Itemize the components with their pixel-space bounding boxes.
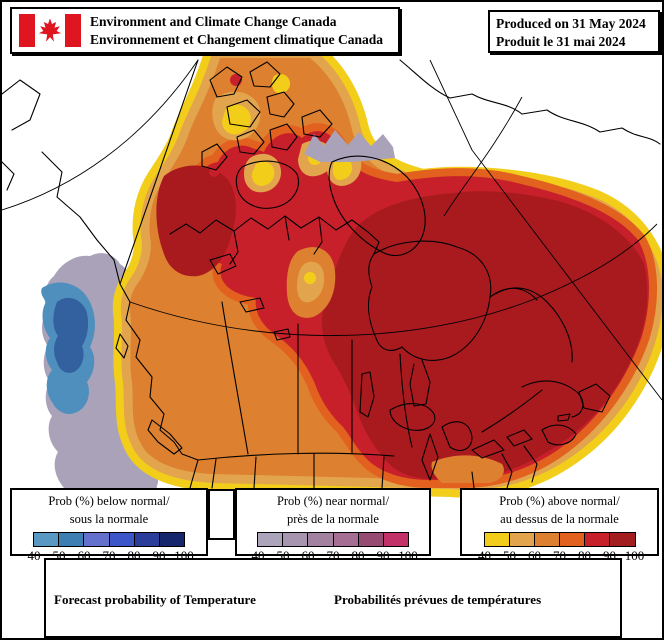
legend-title: Prob (%) below normal/ — [48, 494, 170, 508]
produced-date-box: Produced on 31 May 2024 Produit le 31 ma… — [488, 10, 660, 53]
produced-date-en: Produced on 31 May 2024 — [496, 16, 646, 31]
scale-chip — [108, 533, 134, 546]
scale-chip — [559, 533, 585, 546]
maple-leaf-icon — [38, 17, 62, 42]
color-scale-above — [483, 532, 636, 547]
coastlines — [2, 59, 661, 489]
scale-chip — [158, 533, 185, 546]
scale-chip — [58, 533, 84, 546]
legend-title-fr: au dessus de la normale — [500, 511, 619, 526]
color-scale-below — [33, 532, 185, 547]
caption-english: Forecast probability of Temperature abov… — [54, 563, 320, 638]
color-scale-near — [257, 532, 409, 547]
caption-fr-line1: Probabilités prévues de températures — [334, 591, 542, 607]
scale-chip — [282, 533, 308, 546]
below-normal-region — [41, 282, 95, 414]
flag-right-bar — [65, 14, 81, 47]
probability-detail-patches — [209, 74, 395, 318]
scale-chip — [258, 533, 283, 546]
scale-chip — [609, 533, 635, 546]
flag-left-bar — [19, 14, 35, 47]
agency-name-en: Environment and Climate Change Canada — [90, 13, 337, 29]
caption-french: Probabilités prévues de températures au-… — [334, 563, 612, 638]
legend-spacer-box — [208, 489, 235, 540]
scale-chip — [584, 533, 610, 546]
flag-center — [35, 14, 65, 47]
scale-chip — [484, 533, 509, 546]
scale-chip — [357, 533, 383, 546]
scale-tick-label: 40 — [27, 548, 41, 563]
legend-above-normal: Prob (%) above normal/ au dessus de la n… — [460, 488, 659, 563]
caption-box: Forecast probability of Temperature abov… — [44, 558, 622, 638]
graticule-lines — [2, 59, 662, 401]
scale-chip — [533, 533, 560, 546]
caption-fr-line2: au-dessus, sous et près de la normale (c… — [334, 636, 612, 638]
canada-flag — [19, 14, 81, 47]
scale-chip — [83, 533, 109, 546]
legend-title-fr: sous la normale — [69, 511, 149, 526]
scale-chip — [307, 533, 333, 546]
caption-en-line2: above, below and near normal (calibrated… — [54, 636, 320, 638]
legend-title: Prob (%) above normal/ — [499, 494, 620, 508]
scale-chip — [332, 533, 358, 546]
produced-date-fr: Produit le 31 mai 2024 — [496, 33, 626, 49]
scale-chip — [133, 533, 159, 546]
legend-title: Prob (%) near normal/ — [276, 494, 390, 508]
scale-tick-label: 100 — [624, 548, 645, 563]
scale-chip — [382, 533, 409, 546]
agency-name-fr: Environnement et Changement climatique C… — [90, 31, 384, 47]
caption-en-line1: Forecast probability of Temperature — [54, 591, 256, 607]
scale-chip — [34, 533, 59, 546]
scale-chip — [508, 533, 534, 546]
agency-header-box: Environment and Climate Change Canada En… — [10, 7, 400, 54]
legend-below-normal: Prob (%) below normal/ sous la normale 4… — [10, 488, 208, 563]
legend-title-fr: près de la normale — [287, 511, 379, 526]
legend-near-normal: Prob (%) near normal/ près de la normale… — [235, 488, 431, 563]
